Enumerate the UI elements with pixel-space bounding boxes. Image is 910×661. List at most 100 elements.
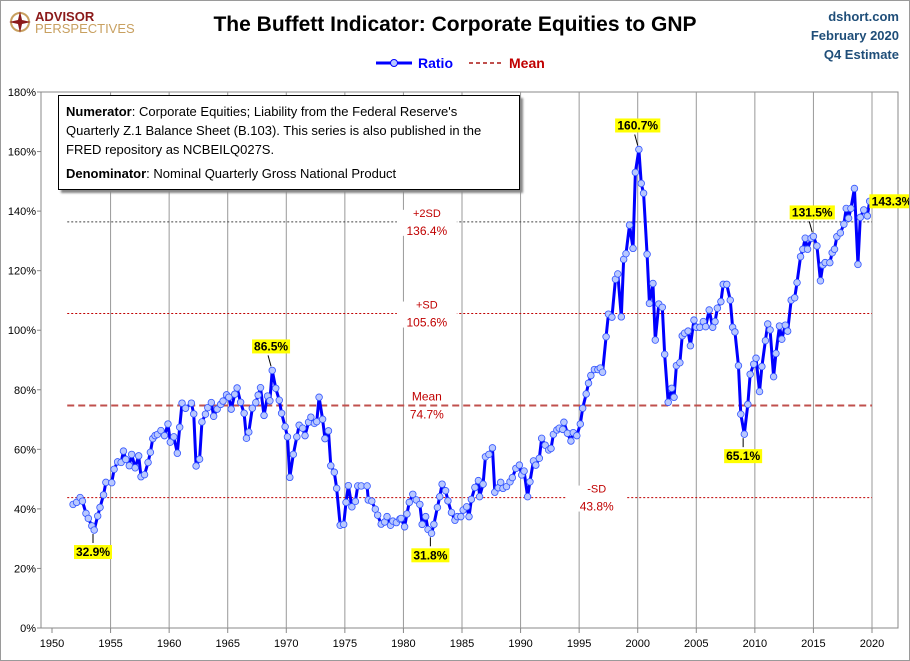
- ratio-point: [207, 398, 216, 407]
- ratio-point: [293, 433, 301, 441]
- ratio-point: [195, 455, 204, 463]
- ratio-point: [836, 229, 845, 237]
- ratio-point: [711, 317, 719, 326]
- x-tick-label: 1955: [98, 638, 122, 650]
- ratio-point: [582, 390, 590, 398]
- ratio-point: [175, 423, 184, 431]
- y-tick-label: 160%: [8, 147, 36, 159]
- ratio-point: [643, 250, 651, 258]
- ratio-point: [639, 189, 648, 197]
- logo-text-advisor: ADVISOR: [35, 9, 95, 24]
- ratio-point: [127, 450, 136, 459]
- ratio-point: [108, 478, 116, 487]
- ratio-point: [289, 450, 298, 459]
- ratio-point: [363, 482, 371, 490]
- annotation-leader: [634, 134, 639, 146]
- ratio-point: [622, 249, 630, 258]
- ratio-point: [383, 512, 391, 521]
- annotation-label: 131.5%: [792, 205, 833, 219]
- ratio-point: [315, 393, 323, 401]
- ratio-point: [178, 399, 186, 407]
- ratio-point: [684, 327, 692, 335]
- annotation-label: 86.5%: [254, 339, 288, 353]
- ratio-point: [134, 452, 143, 460]
- definition-box: Numerator: Corporate Equities; Liability…: [58, 95, 520, 190]
- ratio-point: [614, 270, 622, 278]
- ratio-point: [667, 384, 676, 392]
- numerator-label: Numerator: [66, 104, 132, 119]
- annotation-highlight: [615, 118, 661, 133]
- annotation-highlight: [724, 449, 763, 464]
- ratio-point: [227, 405, 235, 413]
- ratio-point: [660, 350, 669, 359]
- ratio-point: [752, 354, 760, 362]
- ratio-point: [146, 448, 155, 457]
- ratio-point: [254, 391, 262, 399]
- ratio-point: [438, 480, 446, 488]
- numerator-description: : Corporate Equities; Liability from the…: [66, 104, 482, 157]
- annotation-label: 31.8%: [413, 548, 447, 562]
- ratio-point: [140, 470, 149, 479]
- x-tick-label: 2000: [625, 638, 649, 650]
- annotation-highlight: [411, 548, 450, 563]
- ratio-point: [84, 514, 93, 523]
- ratio-point: [351, 497, 360, 506]
- ratio-point: [164, 420, 172, 428]
- denominator-description: : Nominal Quarterly Gross National Produ…: [146, 166, 397, 181]
- ratio-point: [523, 492, 532, 501]
- ratio-point: [840, 220, 848, 228]
- ratio-point: [342, 498, 350, 507]
- annotation-label: 32.9%: [76, 545, 110, 559]
- numerator-text: Numerator: Corporate Equities; Liability…: [66, 102, 512, 159]
- ratio-point: [863, 212, 872, 220]
- ratio-point: [96, 503, 104, 512]
- ratio-point: [99, 491, 108, 499]
- annotation-label: 143.3%: [872, 194, 909, 208]
- ratio-point: [547, 444, 555, 453]
- ratio-point: [559, 425, 567, 434]
- ref-line-label: +SD: [416, 300, 438, 312]
- source-site[interactable]: dshort.com: [828, 9, 899, 24]
- ratio-point: [173, 449, 182, 457]
- ratio-point: [847, 204, 855, 213]
- ratio-point: [441, 487, 450, 495]
- ratio-point: [479, 480, 487, 488]
- ratio-point: [225, 393, 233, 401]
- ratio-point: [131, 464, 139, 472]
- ratio-point: [726, 296, 734, 304]
- y-tick-label: 140%: [8, 206, 36, 218]
- ratio-point: [731, 328, 739, 336]
- ratio-point: [252, 398, 260, 407]
- ratio-point: [537, 434, 546, 443]
- legend: Ratio Mean: [376, 55, 545, 71]
- y-tick-label: 100%: [8, 325, 36, 337]
- ratio-point: [301, 431, 309, 440]
- ratio-point: [242, 434, 251, 443]
- x-tick-label: 1980: [391, 638, 415, 650]
- ratio-point: [670, 393, 678, 401]
- ratio-point: [637, 179, 645, 188]
- ratio-point: [701, 322, 710, 331]
- ratio-point: [860, 206, 868, 214]
- ratio-point: [430, 520, 438, 529]
- ratio-point: [717, 297, 725, 306]
- ratio-point: [631, 168, 640, 177]
- ratio-point: [761, 336, 770, 345]
- ref-label-bg: [396, 209, 457, 236]
- annotation-leader: [808, 221, 813, 233]
- ratio-point: [122, 455, 130, 464]
- ratio-point: [90, 526, 98, 534]
- ratio-point: [850, 184, 859, 193]
- ref-line-label: -SD: [587, 484, 606, 496]
- ratio-point: [635, 145, 643, 154]
- ratio-point: [651, 336, 659, 344]
- ratio-point: [181, 404, 190, 412]
- ratio-point: [373, 511, 382, 519]
- y-tick-label: 60%: [14, 444, 36, 456]
- ratio-point: [567, 437, 575, 445]
- ratio-point: [110, 465, 118, 473]
- ratio-point: [576, 420, 585, 428]
- annotation-highlight: [252, 339, 291, 354]
